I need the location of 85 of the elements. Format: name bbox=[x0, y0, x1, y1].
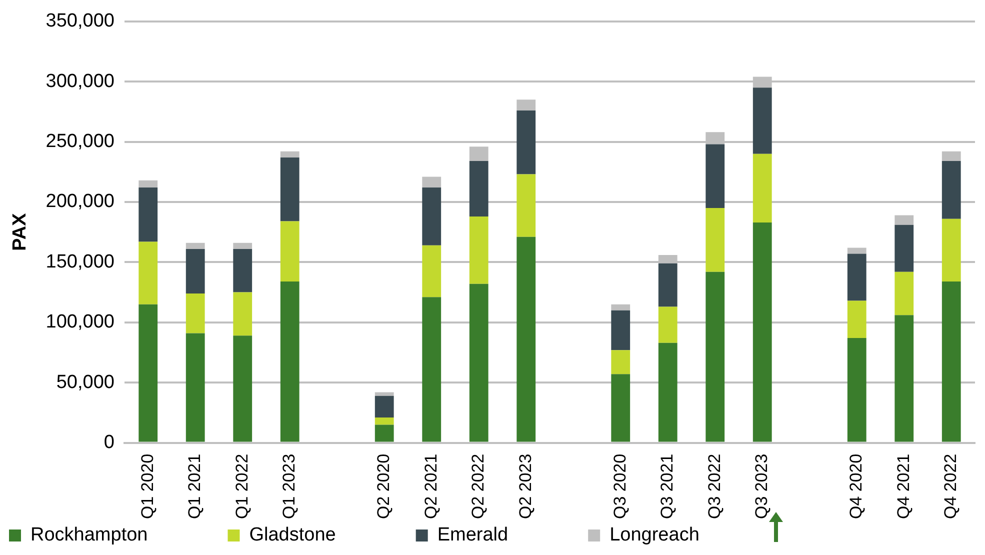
bar bbox=[138, 242, 158, 304]
bar bbox=[186, 248, 205, 294]
y-tick-label: 100,000 bbox=[46, 312, 114, 333]
bar bbox=[847, 248, 866, 254]
y-tick-label: 0 bbox=[104, 432, 114, 454]
bar bbox=[658, 306, 678, 343]
bar bbox=[752, 222, 772, 442]
bar bbox=[186, 293, 205, 334]
y-tick-label: 50,000 bbox=[56, 372, 114, 393]
bar bbox=[469, 146, 488, 162]
y-tick-label: 200,000 bbox=[46, 191, 114, 212]
bar bbox=[658, 263, 678, 307]
y-tick-label: 250,000 bbox=[46, 131, 114, 152]
bar bbox=[706, 272, 725, 442]
legend-label: Longreach bbox=[610, 524, 776, 546]
bar bbox=[422, 188, 442, 246]
bar bbox=[186, 242, 205, 249]
bar bbox=[280, 151, 300, 158]
bar bbox=[611, 350, 630, 374]
bar bbox=[233, 248, 252, 292]
bar bbox=[894, 272, 914, 316]
y-axis-title: PAX bbox=[10, 212, 31, 251]
bar bbox=[280, 281, 300, 442]
y-tick-label: 300,000 bbox=[46, 70, 114, 92]
bar bbox=[847, 338, 866, 442]
x-tick-label: Q2 2021 bbox=[421, 454, 440, 520]
bar bbox=[138, 304, 158, 442]
bar bbox=[516, 236, 536, 442]
y-tick-label: 150,000 bbox=[46, 251, 114, 272]
x-tick-label: Q2 2023 bbox=[516, 454, 535, 520]
bar bbox=[894, 224, 914, 272]
y-tick-label: 350,000 bbox=[46, 10, 114, 32]
bar bbox=[422, 245, 442, 298]
bar bbox=[516, 100, 536, 110]
bar bbox=[894, 215, 914, 225]
bar bbox=[706, 208, 725, 272]
bar bbox=[280, 221, 300, 282]
bar bbox=[374, 392, 394, 396]
bar bbox=[233, 292, 252, 336]
bar bbox=[611, 310, 630, 350]
bar bbox=[942, 161, 961, 219]
bar bbox=[138, 188, 158, 242]
bar bbox=[658, 342, 678, 442]
bar bbox=[469, 161, 488, 216]
bar bbox=[847, 254, 866, 301]
x-tick-label: Q3 2021 bbox=[658, 454, 677, 520]
bar bbox=[611, 304, 630, 310]
bar bbox=[422, 297, 442, 442]
bar bbox=[233, 242, 252, 249]
bar bbox=[374, 396, 394, 418]
bar bbox=[847, 300, 866, 338]
bar bbox=[469, 284, 488, 442]
bar bbox=[942, 281, 961, 442]
bar bbox=[706, 144, 725, 208]
bar bbox=[516, 174, 536, 237]
x-tick-label: Q2 2022 bbox=[468, 454, 488, 520]
bar bbox=[374, 418, 394, 425]
bar bbox=[752, 154, 772, 222]
bar bbox=[138, 180, 158, 188]
bar bbox=[280, 157, 300, 222]
legend-label: Emerald bbox=[437, 524, 584, 546]
bar bbox=[422, 176, 442, 188]
bar bbox=[374, 424, 394, 442]
legend-label: Rockhampton bbox=[30, 524, 224, 546]
bar bbox=[611, 374, 630, 442]
x-tick-label: Q4 2022 bbox=[941, 454, 960, 520]
x-tick-label: Q1 2020 bbox=[138, 454, 157, 520]
bar bbox=[894, 315, 914, 442]
x-tick-label: Q3 2022 bbox=[704, 454, 724, 520]
x-tick-label: Q1 2022 bbox=[232, 454, 252, 520]
bar bbox=[516, 110, 536, 174]
x-tick-label: Q3 2023 bbox=[752, 454, 772, 520]
bar bbox=[186, 333, 205, 442]
legend-label: Gladstone bbox=[249, 524, 412, 546]
x-tick-label: Q1 2023 bbox=[280, 454, 299, 520]
x-tick-label: Q1 2021 bbox=[185, 454, 204, 520]
bar bbox=[942, 218, 961, 282]
bar bbox=[469, 216, 488, 284]
x-tick-label: Q2 2020 bbox=[374, 454, 394, 520]
x-tick-label: Q3 2020 bbox=[610, 454, 630, 520]
x-tick-label: Q4 2021 bbox=[894, 454, 913, 520]
bar bbox=[752, 88, 772, 154]
bar bbox=[942, 151, 961, 162]
x-tick-label: Q4 2020 bbox=[846, 454, 866, 520]
bar bbox=[233, 336, 252, 442]
